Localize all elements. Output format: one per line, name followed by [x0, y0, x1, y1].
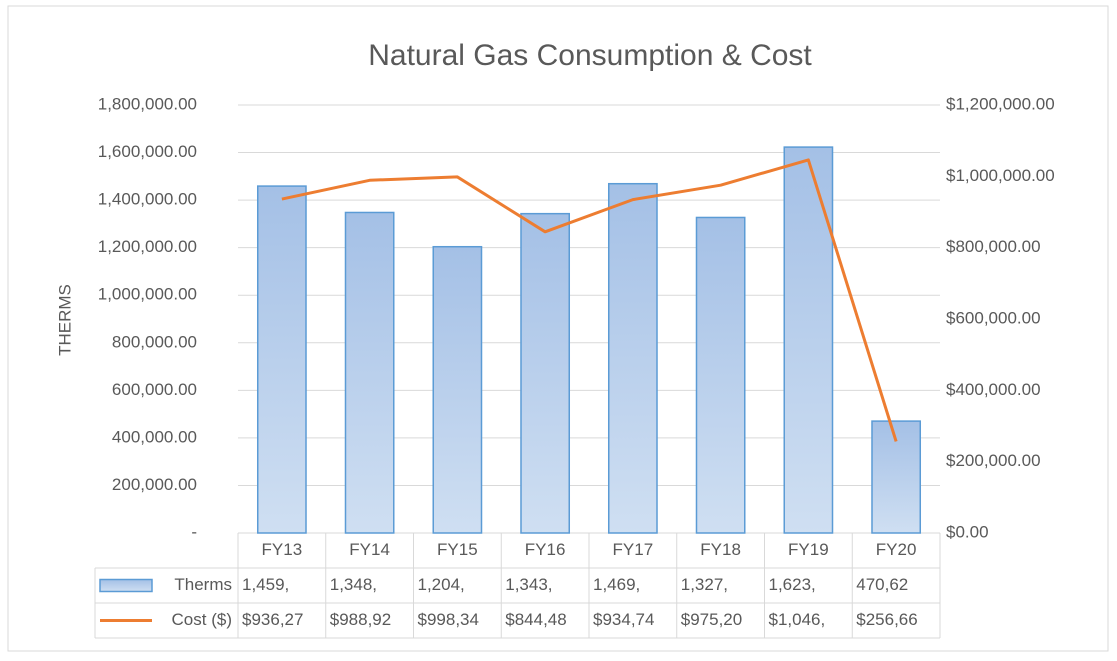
y-tick-label: 1,800,000.00	[98, 94, 197, 113]
table-value: $844,48	[505, 610, 566, 629]
bar	[256, 185, 307, 534]
bar	[520, 212, 571, 534]
x-tick-label: FY19	[788, 540, 829, 559]
table-value: $256,66	[856, 610, 917, 629]
table-value: 1,343,	[505, 575, 552, 594]
table-value: $998,34	[418, 610, 479, 629]
y-axis-title: THERMS	[55, 284, 74, 356]
table-value: 1,623,	[769, 575, 816, 594]
table-value: 470,62	[856, 575, 908, 594]
y-tick-label: 200,000.00	[112, 475, 197, 494]
table-value: $988,92	[330, 610, 391, 629]
table-value: $936,27	[242, 610, 303, 629]
y2-tick-label: $600,000.00	[946, 308, 1041, 327]
bar	[607, 182, 658, 534]
table-value: $934,74	[593, 610, 654, 629]
y-tick-label: -	[191, 522, 197, 541]
y2-tick-label: $400,000.00	[946, 380, 1041, 399]
y-tick-label: 1,600,000.00	[98, 142, 197, 161]
chart-title: Natural Gas Consumption & Cost	[368, 39, 812, 72]
x-tick-label: FY18	[700, 540, 741, 559]
table-value: 1,459,	[242, 575, 289, 594]
table-value: $1,046,	[769, 610, 826, 629]
legend-swatch	[99, 578, 153, 593]
x-tick-label: FY14	[349, 540, 390, 559]
y-tick-label: 1,400,000.00	[98, 190, 197, 209]
table-value: 1,469,	[593, 575, 640, 594]
bar	[344, 211, 395, 534]
legend-label: Therms	[174, 575, 232, 594]
y2-tick-label: $200,000.00	[946, 451, 1041, 470]
x-tick-label: FY15	[437, 540, 478, 559]
y-tick-label: 600,000.00	[112, 380, 197, 399]
table-value: $975,20	[681, 610, 742, 629]
bar	[783, 146, 834, 534]
y2-tick-label: $800,000.00	[946, 237, 1041, 256]
bar	[695, 216, 746, 534]
table-value: 1,204,	[418, 575, 465, 594]
y-tick-label: 1,200,000.00	[98, 237, 197, 256]
x-tick-label: FY17	[613, 540, 654, 559]
y2-tick-label: $0.00	[946, 522, 989, 541]
y-tick-label: 1,000,000.00	[98, 285, 197, 304]
line	[281, 158, 898, 442]
x-tick-label: FY20	[876, 540, 917, 559]
bar	[432, 245, 483, 534]
table-value: 1,348,	[330, 575, 377, 594]
y2-tick-label: $1,200,000.00	[946, 94, 1055, 113]
y-tick-label: 800,000.00	[112, 332, 197, 351]
x-tick-label: FY13	[262, 540, 303, 559]
table-value: 1,327,	[681, 575, 728, 594]
legend-label: Cost ($)	[172, 610, 232, 629]
x-tick-label: FY16	[525, 540, 566, 559]
y2-tick-label: $1,000,000.00	[946, 166, 1055, 185]
y-tick-label: 400,000.00	[112, 427, 197, 446]
